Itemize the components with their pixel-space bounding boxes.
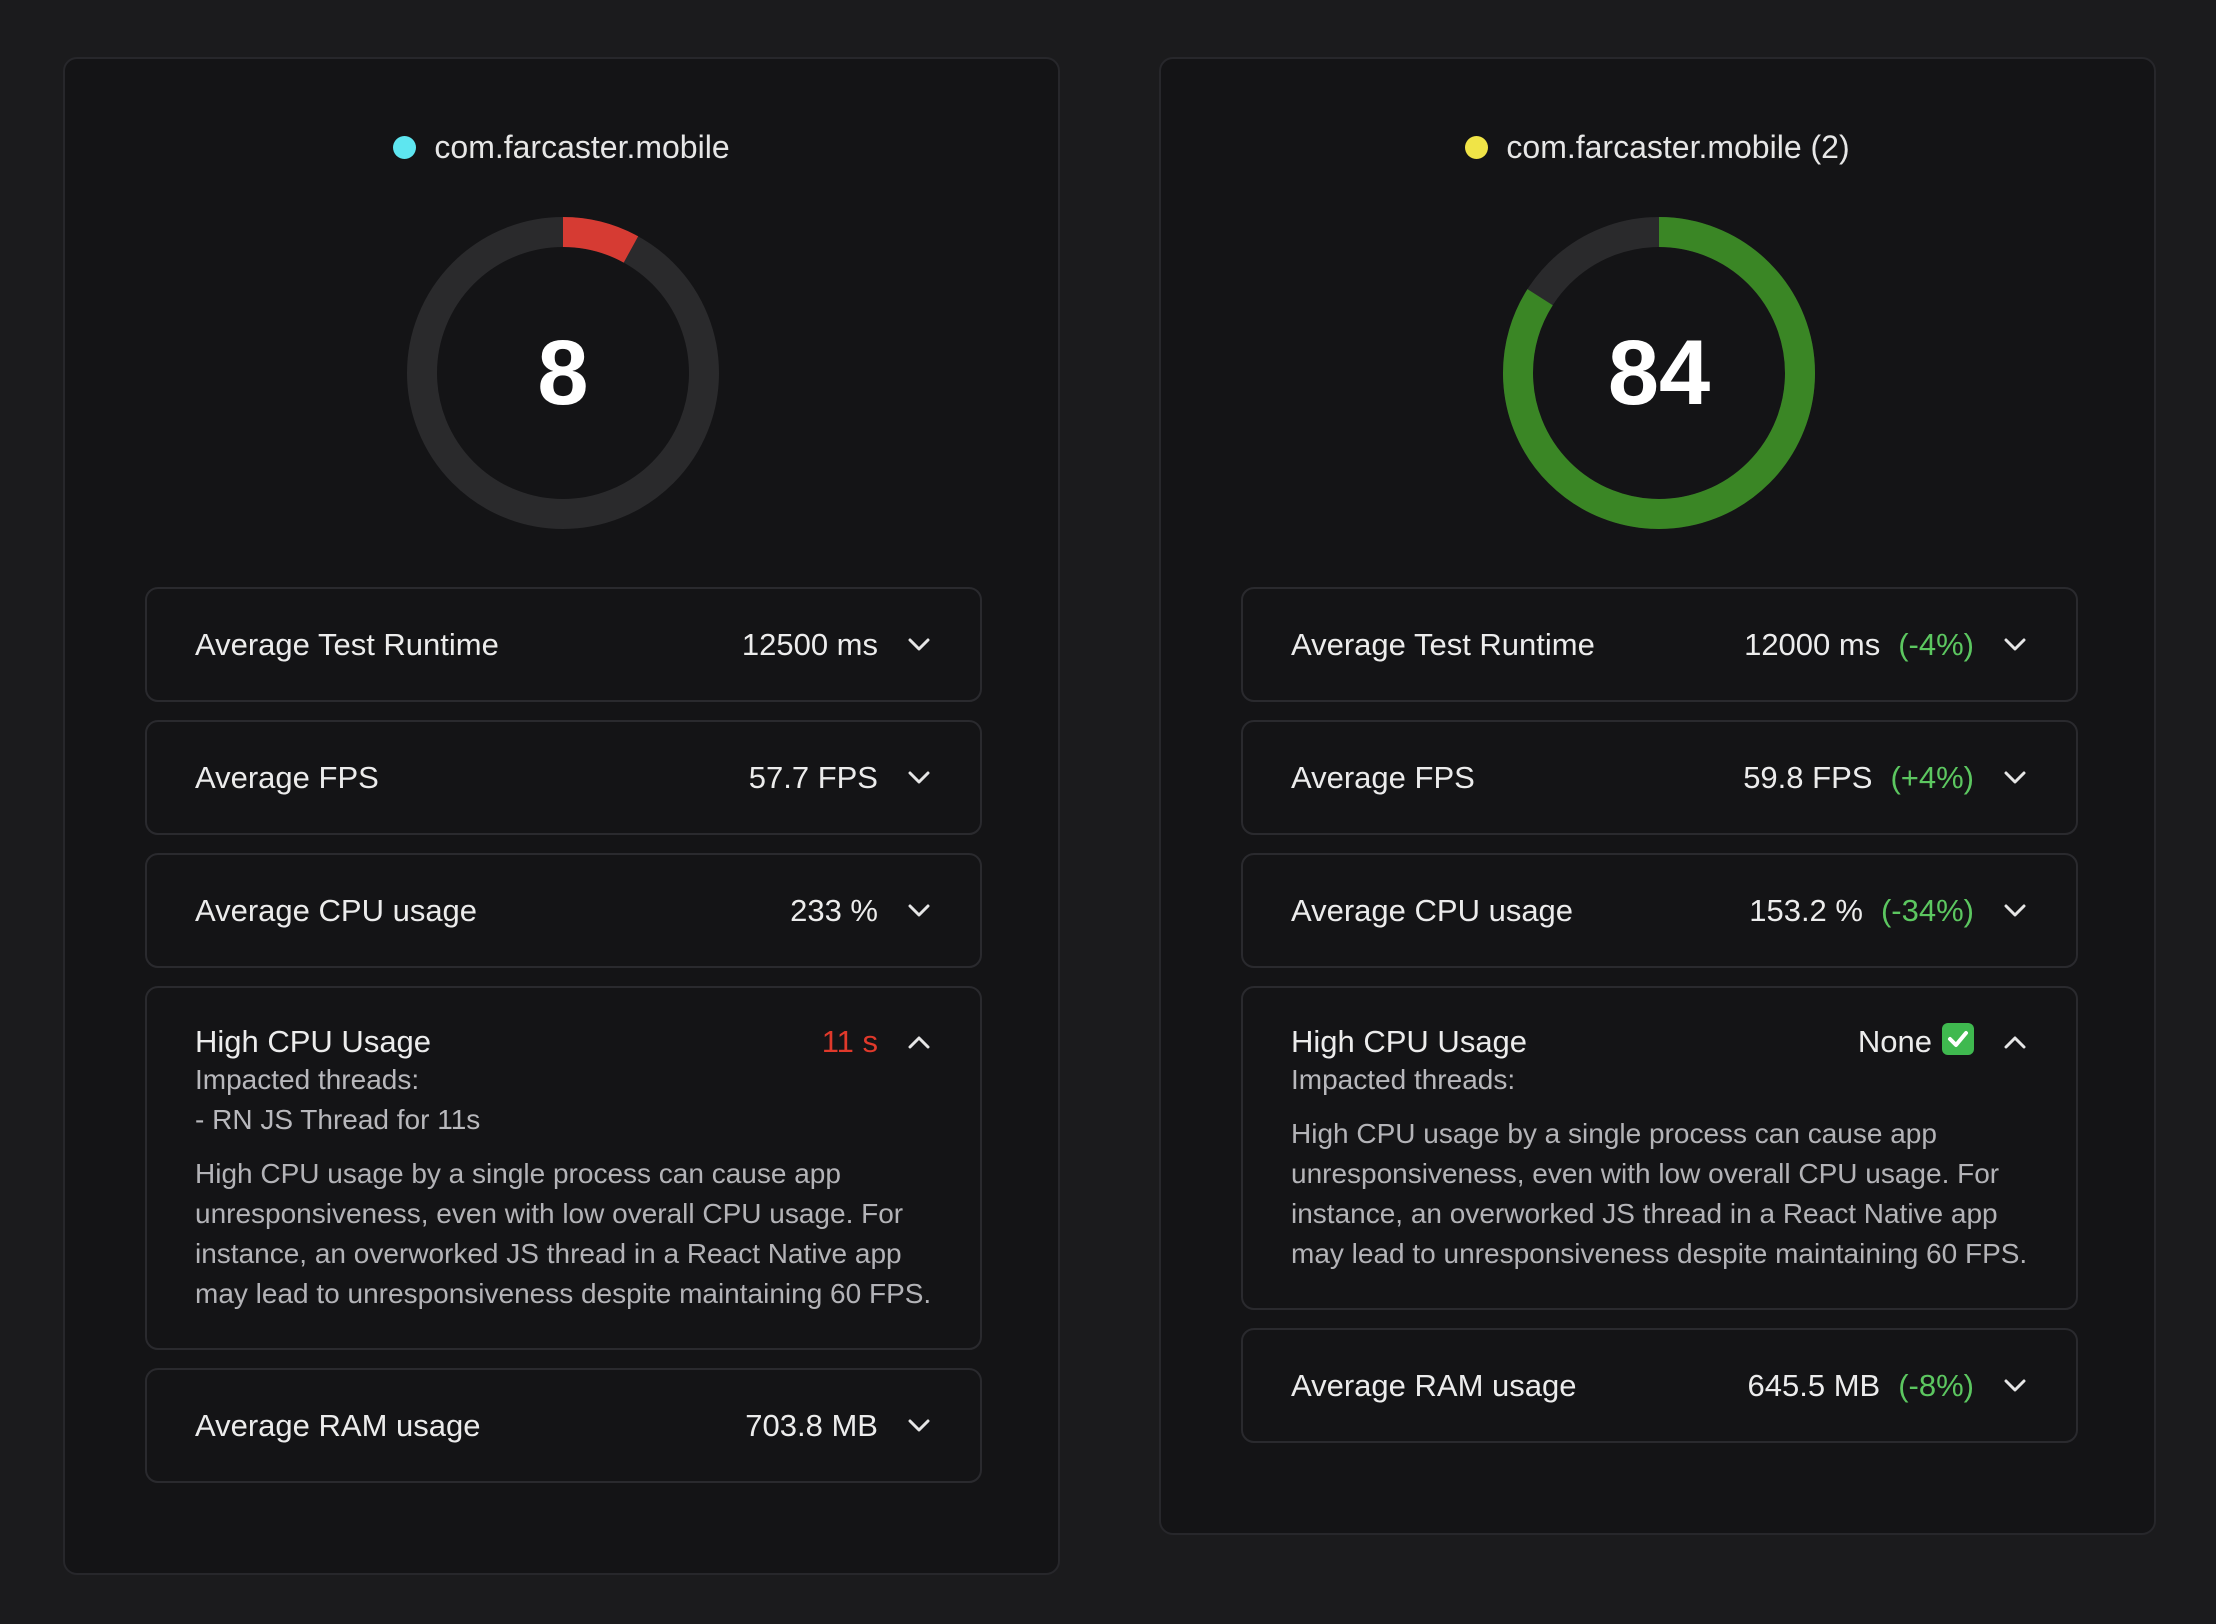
metric-test-runtime[interactable]: Average Test Runtime 12500 ms [145, 587, 982, 702]
score-gauge: 84 [1502, 216, 1816, 530]
chevron-down-icon[interactable] [906, 1413, 932, 1439]
chevron-down-icon[interactable] [906, 632, 932, 658]
metric-ram[interactable]: Average RAM usage 703.8 MB [145, 1368, 982, 1483]
metric-label: Average CPU usage [1291, 892, 1574, 928]
series-dot-icon [393, 136, 417, 159]
metric-label: Average RAM usage [1291, 1367, 1577, 1403]
impacted-threads-label: Impacted threads: [195, 1064, 420, 1095]
metric-high-cpu[interactable]: High CPU Usage 11 s Impacted threads: - … [145, 986, 982, 1350]
metric-description: High CPU usage by a single process can c… [195, 1158, 932, 1309]
gauge-arc [1503, 217, 1815, 529]
metric-delta: (-8%) [1898, 1367, 1974, 1403]
metric-label: Average Test Runtime [195, 626, 499, 662]
score-gauge: 8 [406, 216, 720, 530]
metric-description: High CPU usage by a single process can c… [1291, 1118, 2028, 1269]
metric-value: 11 s [821, 1024, 878, 1059]
chevron-down-icon[interactable] [2002, 1373, 2028, 1399]
chevron-up-icon[interactable] [906, 1029, 932, 1055]
metric-test-runtime[interactable]: Average Test Runtime 12000 ms (-4%) [1241, 587, 2078, 702]
score-value: 8 [537, 321, 589, 424]
metric-value: 153.2 % [1749, 892, 1863, 928]
check-mark-icon [1942, 1023, 1974, 1055]
impacted-thread-item: - RN JS Thread for 11s [195, 1104, 481, 1135]
metric-delta: (-4%) [1898, 626, 1974, 662]
metric-delta: (-34%) [1880, 892, 1974, 928]
app-name: com.farcaster.mobile (2) [1506, 129, 1850, 165]
metric-high-cpu[interactable]: High CPU Usage None Impacted threads: Hi… [1241, 986, 2078, 1310]
comparison-panel: com.farcaster.mobile 8 Average Test Runt… [63, 57, 1060, 1575]
gauge-arc [407, 217, 719, 529]
app-name: com.farcaster.mobile [434, 129, 730, 165]
metric-fps[interactable]: Average FPS 59.8 FPS (+4%) [1241, 720, 2078, 835]
metrics-list: Average Test Runtime 12500 ms Average FP… [145, 587, 982, 1501]
metric-label: Average CPU usage [195, 892, 478, 928]
panel-header: com.farcaster.mobile [65, 129, 1058, 166]
chevron-down-icon[interactable] [2002, 898, 2028, 924]
chevron-up-icon[interactable] [2002, 1029, 2028, 1055]
metric-label: Average FPS [1291, 759, 1475, 795]
metric-label: Average RAM usage [195, 1407, 481, 1443]
metric-fps[interactable]: Average FPS 57.7 FPS [145, 720, 982, 835]
metric-delta: (+4%) [1890, 759, 1974, 795]
chevron-down-icon[interactable] [2002, 765, 2028, 791]
metric-value: 57.7 FPS [748, 759, 878, 795]
metric-label: High CPU Usage [1291, 1024, 1528, 1059]
metric-value: 703.8 MB [745, 1407, 878, 1443]
impacted-threads-label: Impacted threads: [1291, 1064, 1516, 1095]
metric-value: 645.5 MB [1747, 1367, 1881, 1403]
metrics-list: Average Test Runtime 12000 ms (-4%) Aver… [1241, 587, 2078, 1461]
metric-value: 12000 ms [1744, 626, 1881, 662]
comparison-panel: com.farcaster.mobile (2) 84 Average Test… [1159, 57, 2156, 1535]
metric-ram[interactable]: Average RAM usage 645.5 MB (-8%) [1241, 1328, 2078, 1443]
metric-cpu[interactable]: Average CPU usage 153.2 % (-34%) [1241, 853, 2078, 968]
chevron-down-icon[interactable] [906, 898, 932, 924]
metric-value: 233 % [790, 892, 878, 928]
chevron-down-icon[interactable] [2002, 632, 2028, 658]
metric-value: 12500 ms [741, 626, 878, 662]
metric-cpu[interactable]: Average CPU usage 233 % [145, 853, 982, 968]
metric-label: High CPU Usage [195, 1024, 432, 1059]
metric-value: None [1857, 1024, 1932, 1059]
score-value: 84 [1607, 321, 1711, 424]
metric-label: Average Test Runtime [1291, 626, 1595, 662]
metric-value: 59.8 FPS [1743, 759, 1873, 795]
metric-label: Average FPS [195, 759, 379, 795]
panel-header: com.farcaster.mobile (2) [1161, 129, 2154, 166]
chevron-down-icon[interactable] [906, 765, 932, 791]
series-dot-icon [1465, 136, 1489, 159]
